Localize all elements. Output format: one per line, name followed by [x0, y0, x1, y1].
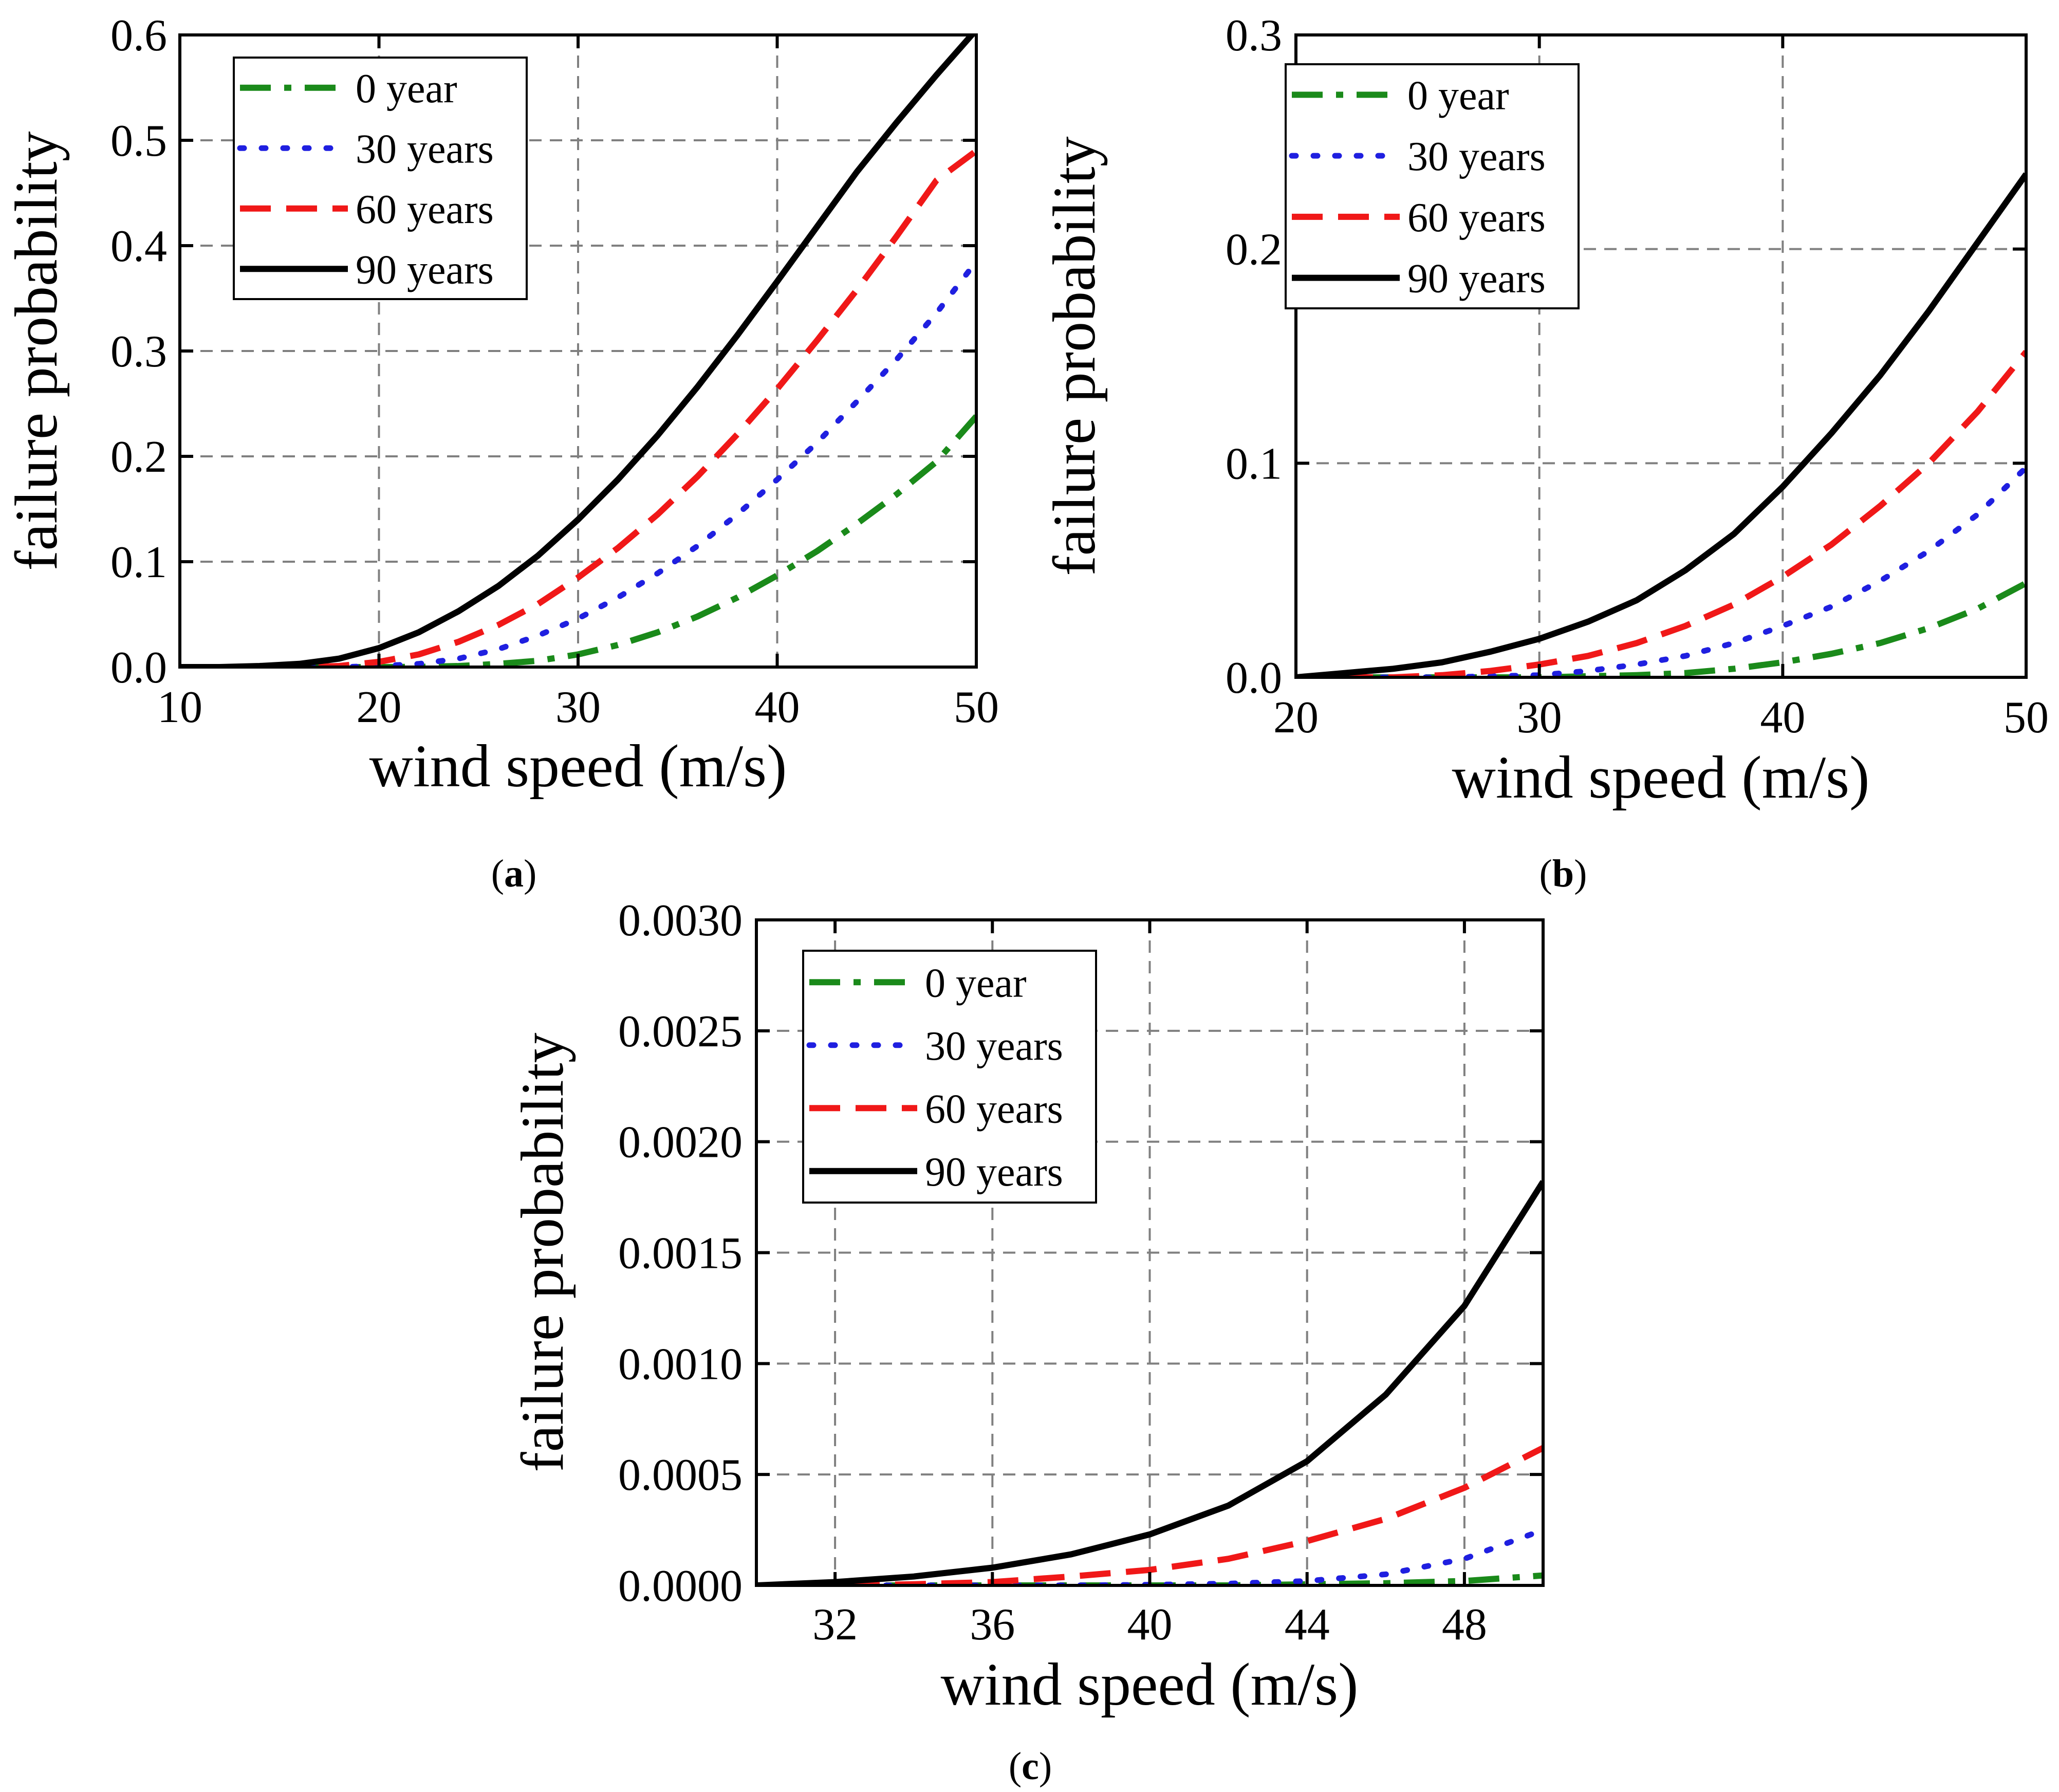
x-tick-label: 50	[2004, 693, 2049, 743]
x-tick-label: 32	[812, 1600, 858, 1650]
legend-box	[1285, 63, 1580, 309]
series-line-60-years	[180, 148, 976, 667]
y-tick-label: 0.0015	[618, 1229, 743, 1279]
x-tick-label: 30	[1517, 693, 1562, 743]
y-axis-label: failure probability	[1041, 136, 1108, 576]
legend-label: 60 years	[1407, 195, 1546, 241]
y-tick-label: 0.0010	[618, 1339, 743, 1389]
x-tick-label: 40	[1127, 1600, 1173, 1650]
y-tick-label: 0.0005	[618, 1450, 743, 1500]
series-line-60-years	[756, 1445, 1543, 1585]
legend-label: 0 year	[1407, 73, 1509, 118]
legend: 0 year 30 years 60 years 90 years	[802, 950, 1097, 1204]
legend: 0 year 30 years 60 years 90 years	[1285, 63, 1580, 309]
chart-panel-a: 10 20 30 40 50 0.0 0.1 0.2 0.3 0.4 0.5 0.6 wind spee…	[3, 11, 999, 800]
x-axis-label: wind speed (m/s)	[369, 732, 787, 800]
x-tick-label: 40	[755, 682, 800, 732]
caption-a: (a)	[491, 852, 537, 895]
legend-label: 90 years	[925, 1150, 1063, 1195]
series-line-0-year	[756, 1572, 1543, 1585]
legend-label: 30 years	[1407, 134, 1546, 179]
y-tick-label: 0.1	[1226, 439, 1282, 489]
x-tick-label: 10	[157, 682, 202, 732]
legend: 0 year 30 years 60 years 90 years	[233, 57, 528, 300]
y-tick-label: 0.5	[110, 116, 167, 166]
y-tick-label: 0.0030	[618, 896, 743, 946]
y-tick-label: 0.3	[110, 327, 167, 377]
caption-c: (c)	[1009, 1745, 1052, 1788]
x-tick-label: 44	[1285, 1600, 1330, 1650]
legend-box	[802, 950, 1097, 1204]
y-axis-label: failure probability	[3, 131, 70, 570]
x-tick-label: 36	[970, 1600, 1015, 1650]
x-axis-label: wind speed (m/s)	[1452, 744, 1870, 811]
y-tick-label: 0.3	[1226, 11, 1282, 61]
y-tick-label: 0.2	[110, 432, 167, 482]
legend-label: 30 years	[356, 126, 494, 172]
series-line-30-years	[180, 258, 976, 667]
legend-label: 90 years	[356, 247, 494, 292]
legend-label: 60 years	[356, 187, 494, 232]
chart-panel-b: 20 30 40 50 0.0 0.1 0.2 0.3 wind speed (m/s) fail…	[1041, 11, 2049, 811]
y-axis-label: failure probability	[509, 1032, 576, 1472]
series-line-30-years	[1296, 465, 2026, 677]
series-line-90-years	[180, 35, 976, 667]
y-tick-label: 0.0	[110, 643, 167, 693]
x-tick-label: 30	[555, 682, 601, 732]
plot-frame	[1294, 33, 2028, 679]
y-tick-label: 0.0000	[618, 1561, 743, 1611]
y-tick-label: 0.0025	[618, 1007, 743, 1057]
series-line-90-years	[1296, 172, 2026, 677]
y-tick-label: 0.1	[110, 538, 167, 587]
x-tick-label: 40	[1760, 693, 1805, 743]
chart-panel-c: 32 36 40 44 48 0.0000 0.0005 0.0010 0.0015 0.0020…	[509, 896, 1545, 1718]
legend-label: 0 year	[925, 960, 1027, 1006]
legend-box	[233, 57, 528, 300]
series-line-60-years	[1296, 349, 2026, 677]
legend-label: 90 years	[1407, 256, 1546, 302]
series-line-0-year	[1296, 580, 2026, 677]
x-tick-label: 48	[1442, 1600, 1487, 1650]
x-tick-label: 20	[1273, 693, 1319, 743]
y-tick-label: 0.6	[110, 11, 167, 61]
x-tick-label: 50	[954, 682, 999, 732]
x-axis-label: wind speed (m/s)	[941, 1651, 1359, 1718]
series-line-90-years	[756, 1180, 1543, 1585]
y-tick-label: 0.4	[110, 221, 167, 271]
legend-label: 60 years	[925, 1086, 1063, 1132]
y-tick-label: 0.0020	[618, 1118, 743, 1168]
x-tick-label: 20	[357, 682, 402, 732]
caption-b: (b)	[1539, 852, 1587, 895]
y-tick-label: 0.2	[1226, 225, 1282, 275]
legend-label: 0 year	[356, 66, 457, 112]
legend-label: 30 years	[925, 1024, 1063, 1069]
y-tick-label: 0.0	[1226, 653, 1282, 703]
